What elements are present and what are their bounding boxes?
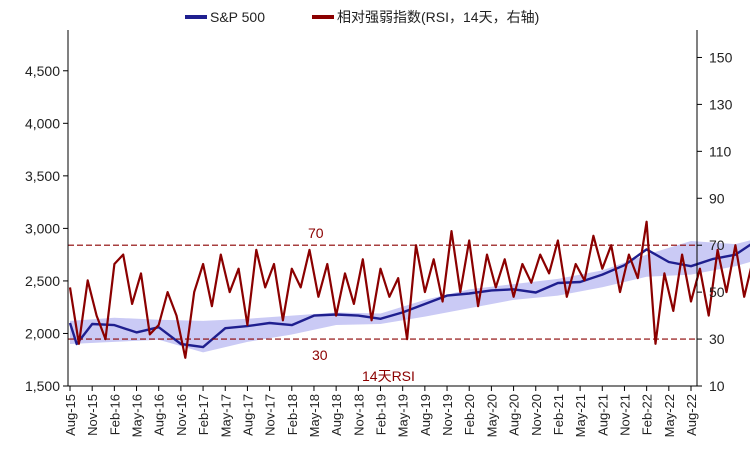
- x-tick-label: Aug-16: [152, 394, 167, 436]
- x-tick-label: May-21: [573, 394, 588, 437]
- x-tick-label: Aug-22: [684, 394, 699, 436]
- sp500-line: [68, 243, 750, 349]
- x-tick-label: Aug-17: [240, 394, 255, 436]
- reference-label-30: 30: [312, 347, 328, 363]
- left-tick-label: 2,000: [25, 325, 60, 341]
- right-tick-label: 110: [709, 143, 732, 159]
- x-tick-label: Feb-16: [107, 394, 122, 435]
- annotation-rsi-14d: 14天RSI: [362, 368, 415, 384]
- x-tick-label: May-18: [307, 394, 322, 437]
- x-tick-label: Nov-16: [174, 394, 189, 436]
- x-tick-label: May-22: [662, 394, 677, 437]
- x-tick-label: Feb-19: [374, 394, 389, 435]
- left-tick-label: 4,000: [25, 115, 60, 131]
- right-tick-label: 50: [709, 284, 725, 300]
- x-tick-label: Feb-21: [551, 394, 566, 435]
- left-tick-label: 3,500: [25, 168, 60, 184]
- left-tick-label: 4,500: [25, 63, 60, 79]
- plot-area: 70 30: [68, 220, 750, 363]
- right-tick-label: 30: [709, 331, 725, 347]
- x-tick-label: Feb-22: [640, 394, 655, 435]
- x-tick-label: Nov-17: [263, 394, 278, 436]
- x-tick-label: Nov-20: [529, 394, 544, 436]
- left-tick-label: 3,000: [25, 220, 60, 236]
- x-tick-label: Nov-15: [85, 394, 100, 436]
- right-tick-label: 90: [709, 190, 725, 206]
- axes: 1,500 2,000 2,500 3,000 3,500 4,000 4,500 10 30 5…: [25, 30, 733, 437]
- legend-label-rsi: 相对强弱指数(RSI，14天，右轴): [337, 9, 539, 25]
- x-tick-label: Aug-21: [595, 394, 610, 436]
- legend: S&P 500 相对强弱指数(RSI，14天，右轴): [185, 9, 539, 25]
- left-tick-label: 2,500: [25, 273, 60, 289]
- x-tick-label: Nov-19: [440, 394, 455, 436]
- x-tick-label: Aug-15: [63, 394, 78, 436]
- x-tick-label: May-20: [484, 394, 499, 437]
- legend-label-sp500: S&P 500: [210, 9, 265, 25]
- right-tick-label: 150: [709, 49, 733, 65]
- x-tick-label: Nov-18: [351, 394, 366, 436]
- rsi-line: [68, 220, 750, 359]
- right-tick-label: 10: [709, 378, 725, 394]
- volatility-band: [70, 240, 750, 353]
- x-tick-label: May-19: [396, 394, 411, 437]
- x-tick-label: May-17: [218, 394, 233, 437]
- x-tick-label: Nov-21: [617, 394, 632, 436]
- x-tick-label: Aug-20: [507, 394, 522, 436]
- x-tick-label: Aug-19: [418, 394, 433, 436]
- left-tick-label: 1,500: [25, 378, 60, 394]
- right-tick-label: 130: [709, 96, 733, 112]
- x-tick-label: Aug-18: [329, 394, 344, 436]
- reference-label-70: 70: [308, 225, 324, 241]
- x-tick-label: Feb-20: [462, 394, 477, 435]
- right-tick-label: 70: [709, 237, 725, 253]
- x-tick-label: Feb-18: [285, 394, 300, 435]
- x-tick-label: May-16: [130, 394, 145, 437]
- x-tick-label: Feb-17: [196, 394, 211, 435]
